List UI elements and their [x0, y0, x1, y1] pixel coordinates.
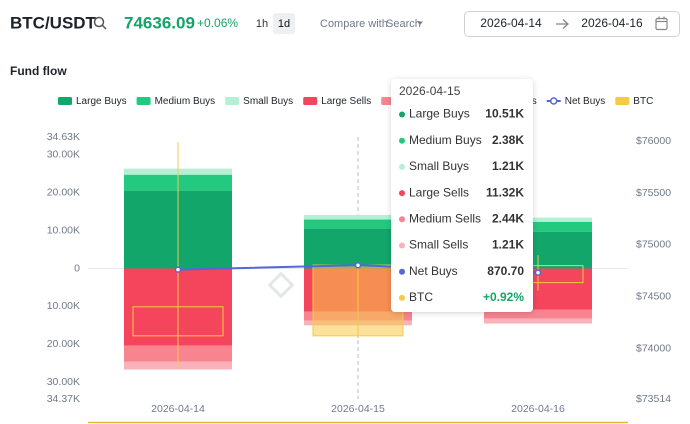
candle-body [312, 264, 404, 337]
plot: 34.63K 30.00K 20.00K 10.00K 0 10.00K 20.00K 30.… [47, 131, 671, 415]
y2-tick-label: $74500 [636, 291, 671, 303]
y-tick-label: 20.00K [47, 186, 80, 198]
legend-swatch [136, 97, 151, 105]
watermark [267, 271, 295, 299]
tooltip-label: Medium Buys [409, 133, 482, 147]
legend-label: BTC [633, 96, 653, 107]
search-icon[interactable] [93, 16, 107, 30]
legend-item[interactable]: Large Sells [303, 96, 371, 107]
tooltip-dot [399, 137, 405, 144]
legend: Large Buys Medium Buys Small Buys Large Sel… [58, 96, 653, 107]
tooltip-box [391, 79, 533, 312]
y-tick-label: 30.00K [47, 148, 80, 160]
net-point [534, 269, 542, 276]
legend-swatch [225, 97, 240, 105]
arrow-icon [556, 19, 569, 29]
net-point [174, 266, 182, 273]
tooltip-value: +0.92% [483, 290, 524, 304]
legend-item[interactable]: Medium Buys [136, 96, 216, 107]
chart-title: Fund flow [10, 64, 67, 78]
calendar-icon[interactable] [655, 16, 668, 31]
date-to[interactable]: 2026-04-16 [581, 16, 643, 30]
legend-label: Large Sells [321, 96, 371, 107]
tooltip-value: 870.70 [487, 264, 524, 278]
interval[interactable]: 1d [278, 18, 290, 30]
tooltip-label: Small Sells [409, 238, 468, 252]
legend-item[interactable]: BTC [615, 96, 653, 107]
interval[interactable]: 1h [256, 18, 268, 30]
tooltip-value: 2.38K [492, 133, 524, 147]
legend-swatch [303, 97, 318, 105]
tooltip-label: Large Buys [409, 107, 470, 121]
y-tick-label: 10.00K [47, 224, 80, 236]
legend-label: Net Buys [565, 96, 606, 107]
bar-segment [484, 318, 592, 324]
tooltip-dot [399, 268, 405, 275]
compare-search[interactable]: Search [386, 18, 421, 30]
bar-segment [484, 217, 592, 222]
tooltip-dot [399, 216, 405, 223]
y-tick-label: 34.37K [47, 393, 80, 405]
tooltip-dot [399, 190, 405, 197]
legend-swatch [549, 97, 558, 105]
interval-selected-bg [273, 13, 295, 34]
y-tick-label: 34.63K [47, 131, 80, 143]
y-tick-label: 20.00K [47, 338, 80, 350]
tooltip-label: Medium Sells [409, 211, 481, 225]
price: 74636.09 [124, 13, 195, 32]
tooltip-value: 11.32K [486, 185, 524, 199]
tooltip-dot [399, 242, 405, 249]
tooltip-value: 1.21K [492, 238, 524, 252]
bar-segment [304, 219, 412, 229]
tooltip-date: 2026-04-15 [399, 84, 461, 98]
tooltip-dot [399, 163, 405, 170]
legend-swatch [58, 97, 72, 105]
pair: BTC/USDT [10, 13, 97, 32]
tooltip-value: 1.21K [492, 159, 524, 173]
tooltip-label: Small Buys [409, 159, 469, 173]
date-range[interactable] [464, 11, 680, 37]
legend-label: Medium Buys [155, 96, 216, 107]
tooltip-label: BTC [409, 290, 433, 304]
tooltip-dot [399, 111, 405, 118]
y2-tick-label: $74000 [636, 342, 671, 354]
y2-tick-label: $73514 [636, 393, 671, 405]
x-tick-label: 2026-04-16 [511, 403, 565, 415]
tooltip-label: Large Sells [409, 185, 469, 199]
y-tick-label: 0 [74, 262, 80, 274]
compare-label: Compare with [320, 18, 388, 30]
legend-item[interactable]: Net Buys [546, 96, 606, 107]
price-change: +0.06% [197, 16, 238, 30]
bar-segment [484, 309, 592, 319]
y2-tick-label: $75500 [636, 187, 671, 199]
legend-item[interactable]: Small Buys [225, 96, 293, 107]
y2-tick-label: $76000 [636, 135, 671, 147]
bar-segment [304, 214, 412, 220]
y-tick-label: 30.00K [47, 376, 80, 388]
net-point [354, 261, 362, 269]
date-from[interactable]: 2026-04-14 [480, 16, 542, 30]
tooltip-dot [399, 294, 405, 301]
x-tick-label: 2026-04-14 [151, 403, 205, 415]
legend-swatch [615, 97, 630, 105]
y-tick-label: 10.00K [47, 300, 80, 312]
tooltip-value: 2.44K [492, 211, 524, 225]
bar-segment [484, 221, 592, 232]
candle-body [132, 306, 224, 337]
x-tick-label: 2026-04-15 [331, 403, 385, 415]
tooltip-label: Net Buys [409, 264, 458, 278]
dropdown-caret [417, 21, 423, 25]
tooltip-value: 10.51K [485, 107, 524, 121]
legend-item[interactable]: Large Buys [58, 96, 127, 107]
legend-label: Small Buys [243, 96, 293, 107]
y2-tick-label: $75000 [636, 239, 671, 251]
legend-label: Large Buys [76, 96, 127, 107]
